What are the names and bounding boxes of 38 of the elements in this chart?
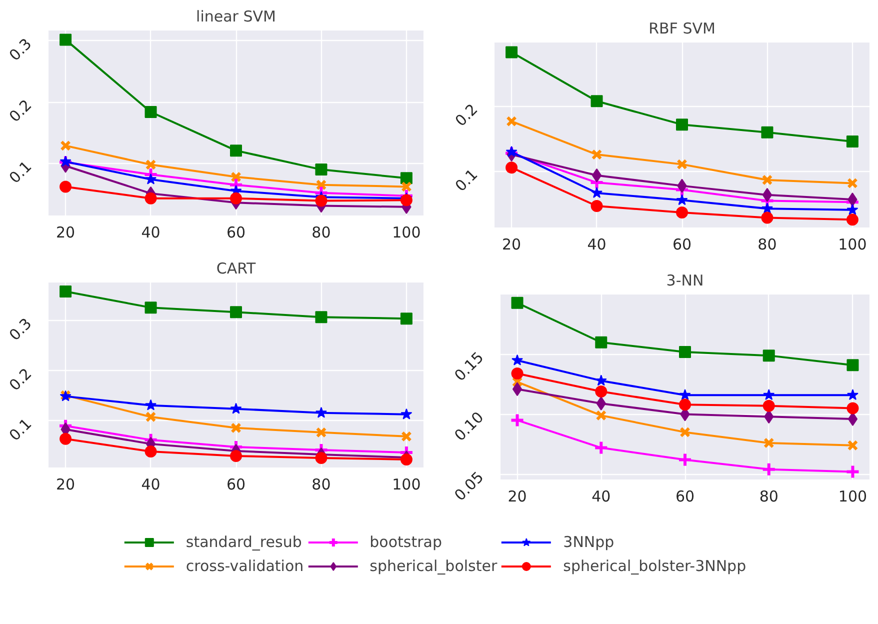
x-tick-label: 80 [759,488,778,506]
chart-title: RBF SVM [648,20,716,38]
legend-label: bootstrap [370,533,442,551]
y-tick-label: 0.2 [452,100,482,130]
x-tick-label: 20 [502,236,522,254]
x-tick-label: 60 [226,476,246,494]
x-tick-label: 60 [672,236,692,254]
legend-label: cross-validation [186,557,304,575]
x-tick-label: 80 [758,236,777,254]
x-tick-label: 100 [392,476,421,494]
x-tick-label: 40 [592,488,611,506]
x-tick-label: 60 [226,224,246,242]
y-tick-label: 0.1 [6,414,36,444]
y-tick-label: 0.1 [452,165,482,196]
x-tick-label: 40 [141,476,160,494]
x-tick-label: 80 [312,224,331,242]
chart-title: 3-NN [666,272,704,290]
legend-label: 3NNpp [563,533,614,551]
x-tick-label: 20 [56,224,76,242]
y-tick-label: 0.3 [6,314,36,344]
x-tick-label: 40 [587,236,606,254]
chart-title: CART [216,260,256,278]
chart-title: linear SVM [196,8,276,26]
x-tick-label: 60 [675,488,695,506]
y-tick-label: 0.1 [6,157,36,188]
legend-label: spherical_bolster [370,557,498,575]
y-tick-label: 0.2 [6,364,36,394]
x-tick-label: 100 [392,224,421,242]
x-tick-label: 40 [141,224,160,242]
legend-label: spherical_bolster-3NNpp [563,557,746,575]
x-tick-label: 100 [838,488,868,506]
x-tick-label: 20 [56,476,76,494]
legend-label: standard_resub [186,533,302,551]
y-tick-label: 0.3 [6,34,36,64]
x-tick-label: 100 [838,236,867,254]
x-tick-label: 20 [508,488,527,506]
y-tick-label: 0.2 [6,96,36,126]
x-tick-label: 80 [312,476,331,494]
